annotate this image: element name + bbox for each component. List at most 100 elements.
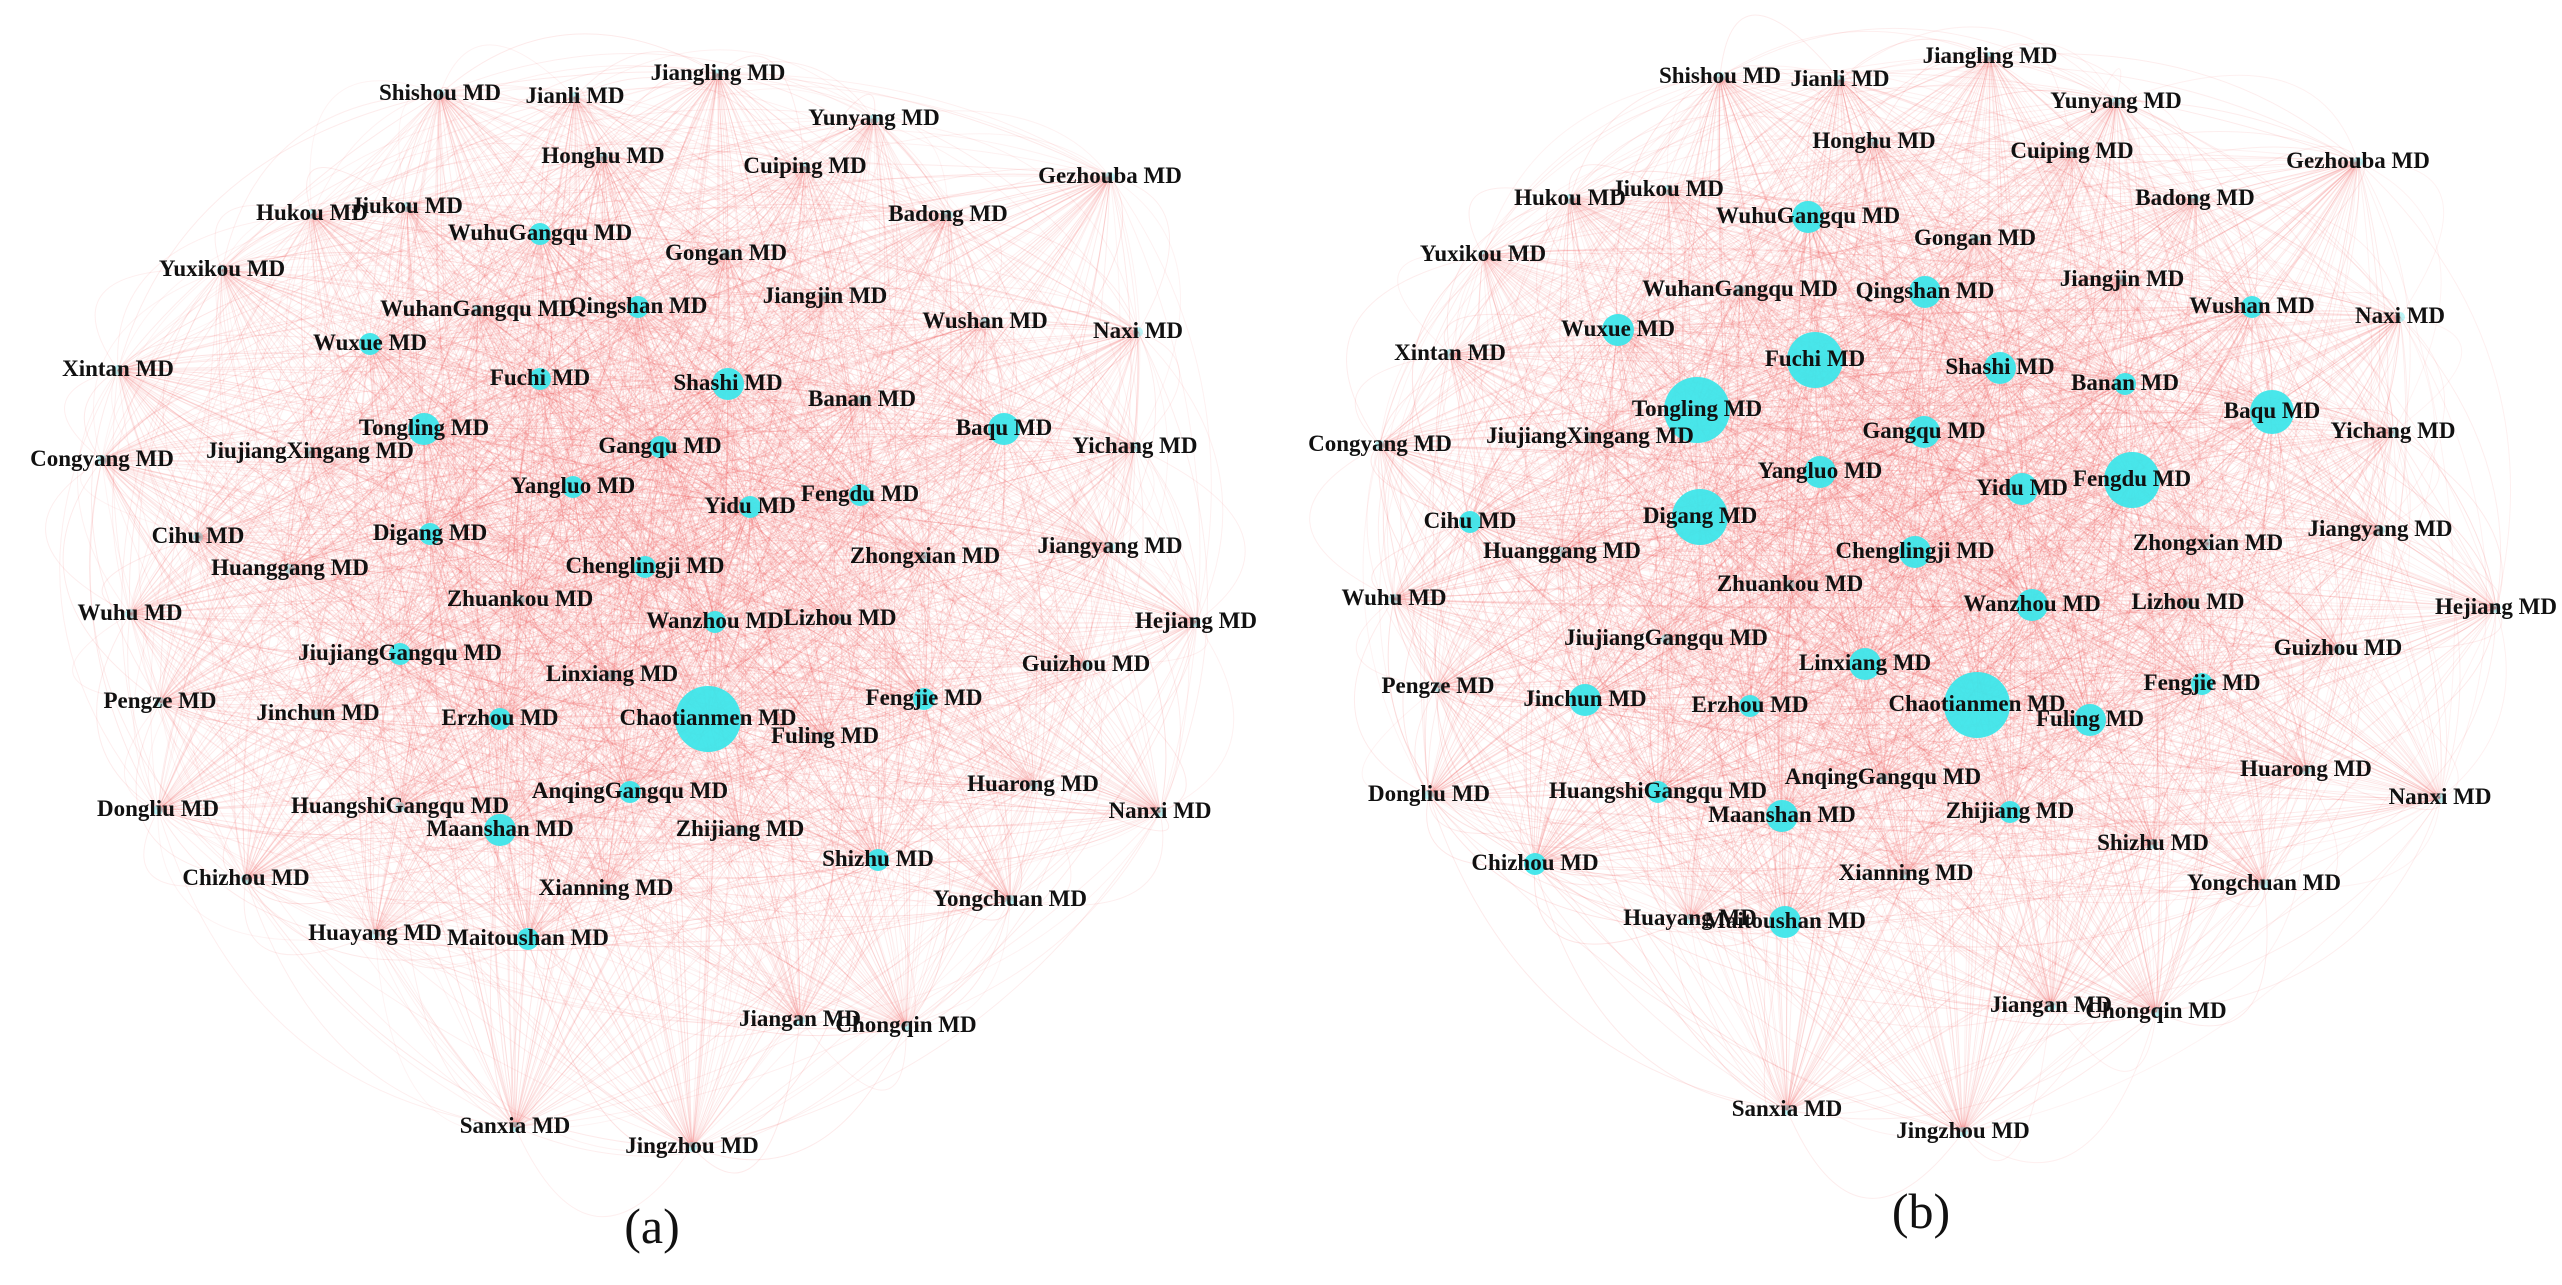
edge-yunyang-chongqin <box>873 118 927 1027</box>
edge-jiangling-erzhou <box>499 73 719 720</box>
edge-wuhugangqu-wushan <box>539 233 986 323</box>
edge-yuxikou-huanggang <box>215 269 291 570</box>
label-jiangjin: Jiangjin MD <box>763 283 888 308</box>
edge-tongling-erzhou <box>423 428 501 720</box>
edge-yichang-huarong <box>1032 446 1144 786</box>
edge-jiangling-huayang <box>374 73 719 935</box>
edge-xintan-jingzhou <box>117 369 693 1148</box>
edge-hukou-chizhou <box>221 213 313 880</box>
edge-honghu-xianning <box>600 156 607 890</box>
edge-hukou-hejiang <box>311 213 1197 623</box>
edge-hukou-yichang <box>311 213 1136 448</box>
edge-gezhouba-erzhou <box>499 176 1111 720</box>
edge-jiangjin-shizhu <box>824 296 883 861</box>
label-wuhu: Wuhu MD <box>1341 585 1446 610</box>
edge-qingshan-naxi <box>637 287 1139 333</box>
edge-congyang-lizhou <box>101 459 841 620</box>
edge-fuchi-lizhou <box>539 378 841 620</box>
edge-wuhangangqu-fuchi <box>477 309 541 380</box>
edge-gezhouba-fengdu <box>859 176 1111 496</box>
edge-badong-wanzhou <box>714 214 949 623</box>
edge-wuhangangqu-fuling <box>477 309 826 738</box>
label-jiangling: Jiangling MD <box>1923 43 2058 68</box>
edge-yunyang-dongliu <box>157 118 875 811</box>
edge-wuhugangqu-maanshan <box>499 233 541 831</box>
edge-wuhangangqu-jiangjin <box>477 274 826 311</box>
edge-honghu-chenglingji <box>602 156 646 568</box>
edge-baqu-gangqu <box>659 422 1005 448</box>
edge-wuhugangqu-lizhou <box>539 233 841 620</box>
edge-wuhangangqu-baqu <box>477 309 1005 430</box>
edge-badong-shizhu <box>877 214 952 861</box>
edge-yuxikou-guizhou <box>221 269 1087 666</box>
edge-wuhangangqu-huarong <box>477 309 1034 786</box>
edge-yunyang-wuhangangqu <box>477 118 875 311</box>
edge-wuhugangqu-wuhangangqu <box>477 227 541 311</box>
edge-yunyang-chaotianmen <box>707 118 875 720</box>
label-gongan: Gongan MD <box>665 240 787 265</box>
edge-cuiping-fuchi <box>539 166 806 380</box>
edge-qingshan-tongling <box>423 306 639 430</box>
edge-tongling-chaotianmen <box>423 428 709 720</box>
edge-banan-linxiang <box>611 399 863 676</box>
edge-jianli-hejiang <box>574 96 1197 623</box>
edge-gezhouba-guizhou <box>1085 176 1139 666</box>
edge-yichang-lizhou <box>839 446 1136 620</box>
edge-cuiping-yuxikou <box>221 158 806 271</box>
edge-xintan-nanxi <box>117 369 1161 813</box>
edge-honghu-huarong <box>602 156 1034 786</box>
edge-naxi-chaotianmen <box>707 331 1139 720</box>
label-congyang: Congyang MD <box>30 446 174 471</box>
edge-fuchi-hejiang <box>539 378 1197 623</box>
edge-tongling-zhuankou <box>423 428 521 601</box>
edge-cuiping-huarong <box>804 166 1034 786</box>
edge-wuxue-zhuankou <box>369 343 521 601</box>
edge-jiujiangxingang-yidu <box>309 451 751 508</box>
label-yidu: Yidu MD <box>704 493 796 518</box>
edge-wuhugangqu-jiangan <box>539 233 801 1021</box>
edge-jianli-digang <box>429 96 576 535</box>
edge-jiangjin-yongchuan <box>824 296 1011 901</box>
edge-shishou-zhuankou <box>439 93 521 601</box>
edge-wuhugangqu-jinchun <box>317 233 541 715</box>
edge-wuxue-guizhou <box>369 343 1087 666</box>
edge-gongan-zhongxian <box>725 253 926 558</box>
edge-yunyang-fengjie <box>873 118 930 700</box>
label-maanshan: Maanshan MD <box>1708 802 1856 827</box>
edge-qingshan-fuchi <box>539 303 639 380</box>
edge-qingshan-xianning <box>605 306 639 890</box>
edge-yuxikou-yongchuan <box>221 269 1011 901</box>
label-wuhugangqu: WuhuGangqu MD <box>1716 203 1900 228</box>
edge-honghu-gangqu <box>602 156 661 448</box>
edge-gezhouba-wuhu <box>129 176 1111 615</box>
edge-xintan-lizhou <box>117 369 841 620</box>
label-tongling: Tongling MD <box>1632 396 1762 421</box>
edge-baqu-sanxia <box>514 428 1005 1128</box>
edge-banan-dongliu <box>157 399 863 811</box>
edge-shashi-chizhou <box>245 383 729 880</box>
edge-hukou-yangluo <box>311 213 574 488</box>
edge-wuhugangqu-guizhou <box>539 233 1087 666</box>
edge-wuhangangqu-huangshigangqu <box>399 309 479 808</box>
edge-yichang-congyang <box>101 442 1136 461</box>
edge-naxi-lizhou <box>839 331 1139 620</box>
label-digang: Digang MD <box>373 520 487 545</box>
edge-shashi-huarong <box>727 383 1034 786</box>
edge-wuhangangqu-chenglingji <box>477 309 646 568</box>
edge-fuchi-yichang <box>539 378 1136 448</box>
edge-qingshan-hejiang <box>637 306 1197 623</box>
edge-jiangjin-lizhou <box>824 296 855 620</box>
edge-gongan-sanxia <box>514 253 727 1128</box>
edge-gongan-yangluo <box>572 253 727 488</box>
edge-jiangling-yunyang <box>717 61 875 120</box>
edge-jiukou-maanshan <box>406 206 501 831</box>
edge-honghu-yichang <box>602 156 1136 448</box>
edge-cuiping-dongliu <box>157 166 806 811</box>
edge-jianli-lizhou <box>574 96 841 620</box>
edge-wuhugangqu-dongliu <box>157 233 541 811</box>
edge-gezhouba-hejiang <box>1109 176 1212 623</box>
edge-jiangjin-nanxi <box>824 296 1161 813</box>
label-banan: Banan MD <box>2071 370 2179 395</box>
edge-naxi-huangshigangqu <box>399 331 1139 808</box>
